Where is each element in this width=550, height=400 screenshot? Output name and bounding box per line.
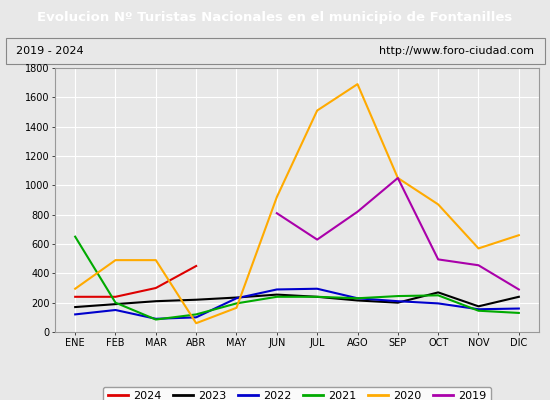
Legend: 2024, 2023, 2022, 2021, 2020, 2019: 2024, 2023, 2022, 2021, 2020, 2019 <box>103 387 491 400</box>
Bar <box>6 38 544 64</box>
Text: http://www.foro-ciudad.com: http://www.foro-ciudad.com <box>378 46 534 56</box>
Text: 2019 - 2024: 2019 - 2024 <box>16 46 84 56</box>
Text: Evolucion Nº Turistas Nacionales en el municipio de Fontanilles: Evolucion Nº Turistas Nacionales en el m… <box>37 12 513 24</box>
